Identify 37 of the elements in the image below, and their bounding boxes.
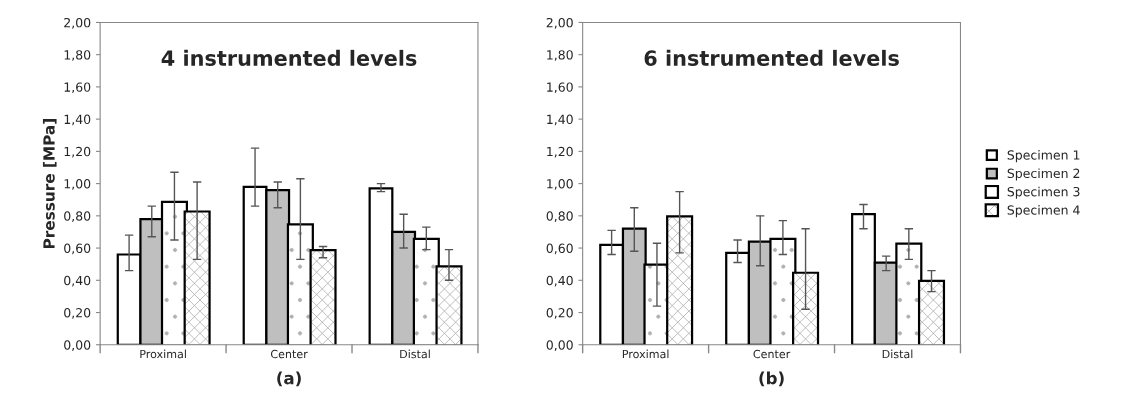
x-axis-title: (a) (277, 371, 301, 387)
y-tick-label: 1,60 (547, 82, 573, 94)
y-tick-label: 1,00 (64, 179, 91, 190)
y-tick-label: 1,80 (547, 50, 573, 61)
y-tick-label: 0,60 (64, 243, 91, 255)
y-tick-label: 1,80 (64, 50, 91, 61)
y-axis-title: Pressure [MPa] (42, 119, 57, 249)
y-tick-label: 0,60 (546, 243, 573, 255)
y-tick-label: 2,00 (64, 17, 91, 29)
y-tick-label: 0,80 (546, 211, 573, 223)
y-tick-label: 1,40 (547, 114, 573, 126)
x-axis-title: (b) (759, 371, 784, 387)
y-tick-label: 0,40 (546, 275, 573, 287)
y-tick-label: 0,40 (64, 275, 91, 287)
y-tick-label: 1,40 (64, 114, 91, 126)
x-tick-label: Center (753, 349, 791, 359)
x-tick-label: Center (270, 349, 308, 359)
text: 4 instrumented levels (161, 49, 417, 66)
x-tick-label: Distal (400, 349, 430, 359)
y-tick-label: 1,20 (547, 146, 573, 158)
y-tick-label: 1,00 (547, 179, 573, 190)
y-tick-label: 0,20 (546, 308, 573, 319)
y-tick-label: 1,60 (64, 82, 91, 94)
text: 6 instrumented levels (644, 49, 899, 66)
y-tick-label: 0,00 (546, 340, 573, 351)
y-tick-label: 0,00 (64, 340, 91, 351)
x-tick-label: Distal (882, 349, 913, 359)
legend-label: Specimen 2 (1007, 168, 1080, 181)
y-tick-label: 1,20 (64, 146, 91, 158)
legend-label: Specimen 1 (1007, 150, 1080, 163)
legend-label: Specimen 3 (1007, 186, 1080, 199)
y-tick-label: 0,80 (64, 211, 91, 223)
legend-label: Specimen 4 (1007, 205, 1080, 218)
x-tick-label: Proximal (140, 349, 186, 359)
y-tick-label: 2,00 (546, 17, 573, 29)
x-tick-label: Proximal (622, 349, 669, 359)
y-tick-label: 0,20 (64, 308, 91, 319)
